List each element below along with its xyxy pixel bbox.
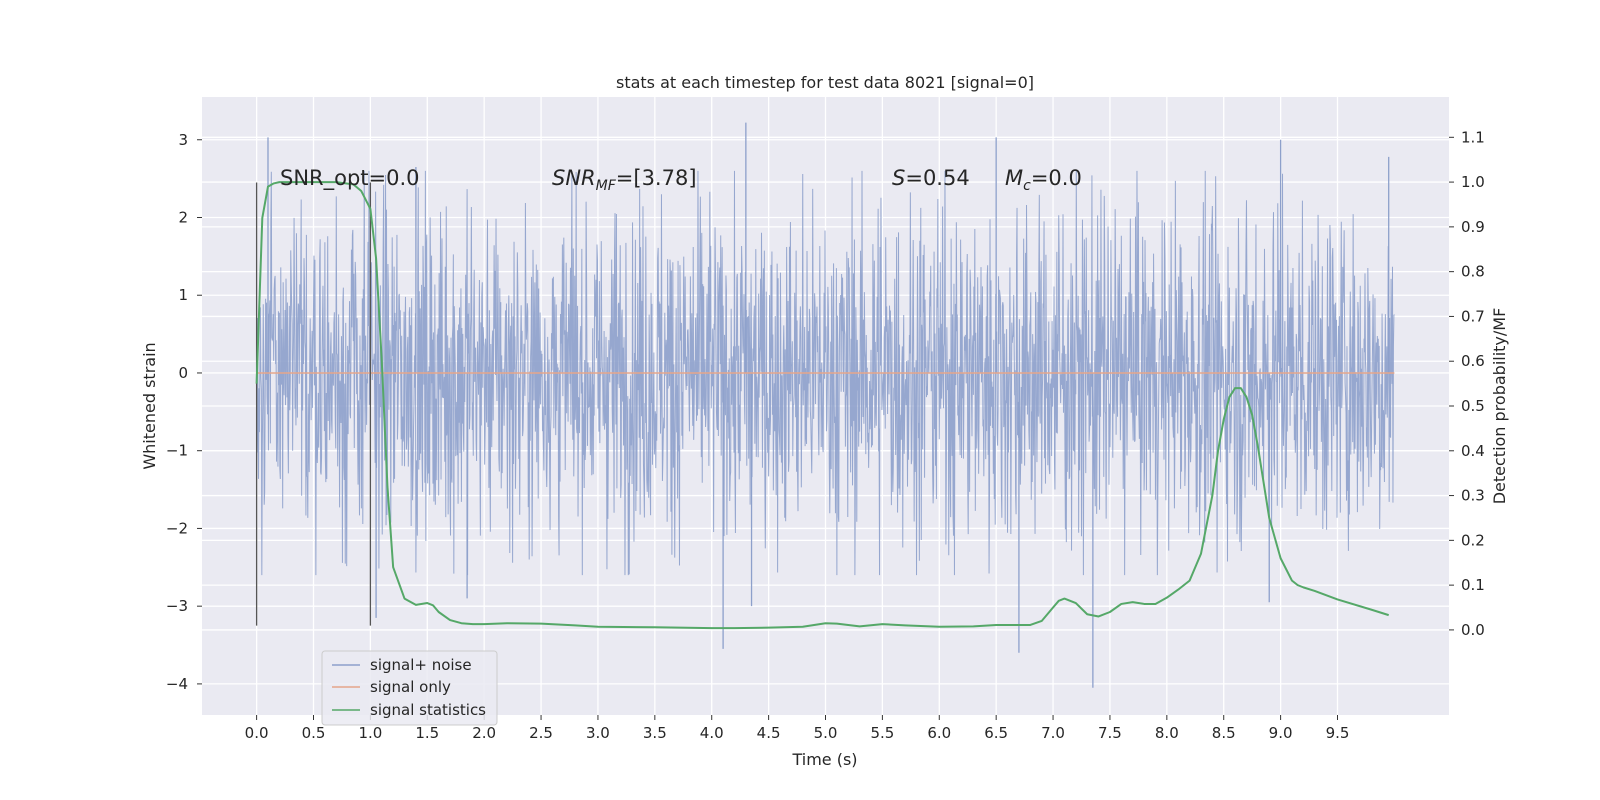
annotations: SNR_opt=0.0 SNRMF=[3.78] S=0.54 Mc=0.0 — [280, 166, 1082, 194]
y2-axis-label: Detection probability/MF — [1490, 308, 1509, 505]
y-tick-label: −4 — [166, 675, 188, 693]
x-tick-label: 5.5 — [870, 724, 894, 742]
y2-tick-label: 0.0 — [1461, 621, 1485, 639]
x-tick-label: 9.5 — [1326, 724, 1350, 742]
y2-tick-label: 0.3 — [1461, 487, 1485, 505]
x-tick-label: 2.0 — [472, 724, 496, 742]
y2-tick-label: 0.7 — [1461, 307, 1485, 325]
vertical-markers — [255, 182, 372, 626]
legend-label-signal-statistics: signal statistics — [370, 701, 486, 719]
legend-label-signal-noise: signal+ noise — [370, 656, 472, 674]
y-tick-label: −1 — [166, 442, 188, 460]
y2-tick-label: 1.1 — [1461, 128, 1485, 146]
x-tick-label: 5.0 — [814, 724, 838, 742]
y-tick-label: −2 — [166, 519, 188, 537]
x-tick-label: 8.0 — [1155, 724, 1179, 742]
annotation-snr-opt: SNR_opt=0.0 — [280, 166, 420, 191]
x-tick-label: 3.0 — [586, 724, 610, 742]
legend-box — [321, 650, 498, 726]
series-signal-noise — [256, 122, 1395, 688]
y-axis-label: Whitened strain — [140, 342, 159, 469]
x-tick-label: 0.0 — [245, 724, 269, 742]
noise-trace — [256, 170, 1395, 576]
signal-statistics-line — [255, 181, 1390, 630]
x-tick-label: 7.5 — [1098, 724, 1122, 742]
y2-tick-label: 0.4 — [1461, 442, 1485, 460]
x-tick-label: 1.0 — [358, 724, 382, 742]
legend: signal+ noise signal only signal statist… — [321, 650, 498, 726]
y2-tick-label: 1.0 — [1461, 173, 1485, 191]
y2-tick-label: 0.2 — [1461, 531, 1485, 549]
x-tick-label: 6.5 — [984, 724, 1008, 742]
series-signal-statistics — [255, 181, 1390, 630]
x-tick-label: 1.5 — [415, 724, 439, 742]
y2-tick-label: 0.6 — [1461, 352, 1485, 370]
annotation-snr-mf: SNRMF=[3.78] — [552, 166, 697, 194]
y-tick-label: 1 — [178, 286, 188, 304]
annotation-mc: Mc=0.0 — [1005, 166, 1082, 194]
y-tick-label: 2 — [178, 208, 188, 226]
y2-tick-label: 0.9 — [1461, 218, 1485, 236]
y2-tick-label: 0.5 — [1461, 397, 1485, 415]
x-tick-label: 4.0 — [700, 724, 724, 742]
x-tick-label: 6.0 — [927, 724, 951, 742]
y-tick-label: −3 — [166, 597, 188, 615]
axis-ticks: 0.0 0.5 1.0 1.5 2.0 2.5 3.0 3.5 4.0 4.5 5.0 5.5 6.0 6… — [166, 128, 1485, 742]
y2-tick-label: 0.1 — [1461, 576, 1485, 594]
y-tick-label: 0 — [178, 364, 188, 382]
x-axis-label: Time (s) — [791, 750, 857, 769]
x-tick-label: 2.5 — [529, 724, 553, 742]
x-tick-label: 8.5 — [1212, 724, 1236, 742]
legend-label-signal-only: signal only — [370, 678, 451, 696]
x-tick-label: 3.5 — [643, 724, 667, 742]
y2-tick-label: 0.8 — [1461, 263, 1485, 281]
x-tick-label: 9.0 — [1269, 724, 1293, 742]
x-tick-label: 7.0 — [1041, 724, 1065, 742]
x-tick-label: 0.5 — [302, 724, 326, 742]
chart-title: stats at each timestep for test data 802… — [616, 73, 1034, 92]
y-tick-label: 3 — [178, 131, 188, 149]
x-tick-label: 4.5 — [757, 724, 781, 742]
annotation-s: S=0.54 — [892, 166, 970, 190]
